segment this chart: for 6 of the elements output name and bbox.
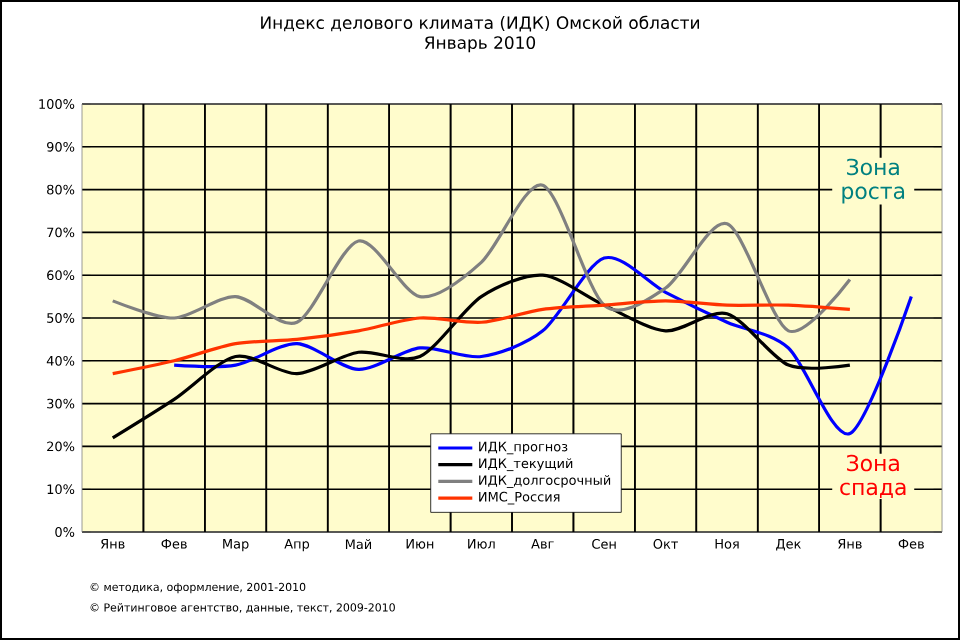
chart-title: Индекс делового климата (ИДК) Омской области xyxy=(261,15,699,32)
line-series xyxy=(172,256,913,436)
annotation: Зона спада xyxy=(840,454,906,498)
line-series xyxy=(111,299,852,376)
chart-subtitle: Январь 2010 xyxy=(424,36,536,53)
annotation: Зона роста xyxy=(842,158,905,204)
